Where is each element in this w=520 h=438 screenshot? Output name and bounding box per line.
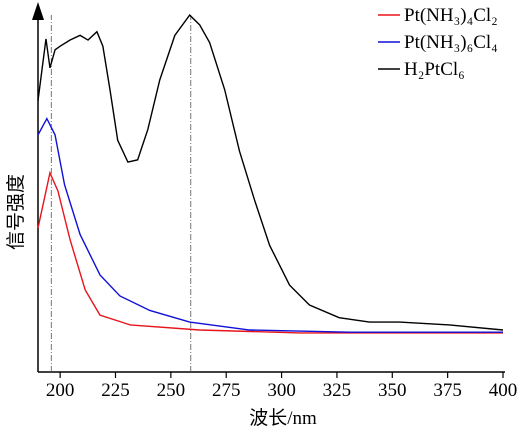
x-tick-label: 400 [489, 380, 518, 401]
y-axis-arrow [32, 2, 44, 20]
data-line [37, 117, 503, 333]
y-axis-label: 信号强度 [5, 174, 27, 250]
x-tick-label: 275 [212, 380, 241, 401]
x-tick-label: 375 [433, 380, 462, 401]
x-tick-label: 200 [46, 380, 75, 401]
x-tick-label: 250 [157, 380, 186, 401]
data-line [37, 14, 504, 331]
legend-label: H₂PtCl₆ [404, 59, 465, 80]
x-tick-label: 225 [101, 380, 130, 401]
x-tick-label: 325 [323, 380, 352, 401]
legend-label: Pt(NH₃)₆Cl₄ [404, 32, 498, 53]
legend-label: Pt(NH₃)₄Cl₂ [404, 5, 498, 26]
x-tick-label: 350 [378, 380, 407, 401]
data-line [37, 170, 503, 334]
x-tick-label: 300 [267, 380, 296, 401]
x-axis-label: 波长/nm [249, 407, 317, 429]
